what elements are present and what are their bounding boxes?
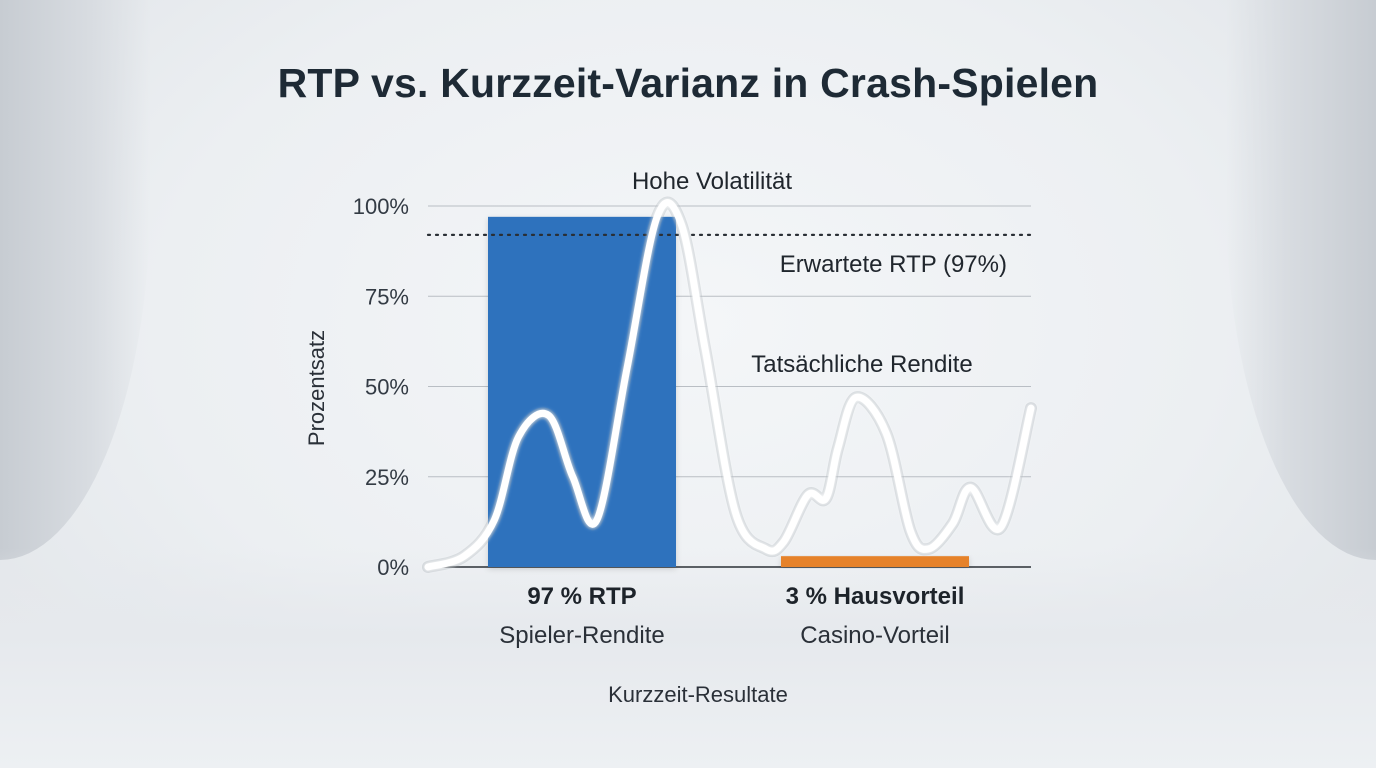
y-tick-label: 50% xyxy=(365,375,409,400)
backdrop-floor xyxy=(0,548,1376,768)
x-axis-title: Kurzzeit-Resultate xyxy=(608,682,788,707)
peak-annotation: Hohe Volatilität xyxy=(632,168,792,195)
y-axis-title: Prozentsatz xyxy=(304,330,329,446)
bar-house-edge xyxy=(781,556,969,567)
category-label: 97 % RTP xyxy=(527,583,636,610)
category-sublabel: Casino-Vorteil xyxy=(800,622,949,649)
y-tick-label: 0% xyxy=(377,555,409,580)
category-sublabel: Spieler-Rendite xyxy=(499,622,664,649)
line-series-label: Tatsächliche Rendite xyxy=(751,351,972,378)
y-tick-label: 25% xyxy=(365,465,409,490)
line-series-group xyxy=(422,196,1037,573)
line-series-actual-return xyxy=(424,199,1035,571)
chart-text: 0% 25% 50% 75% 100% 97 % RTP Spieler-Rendite 3 … xyxy=(304,168,1007,707)
category-label: 3 % Hausvorteil xyxy=(786,583,965,610)
reference-line-label: Erwartete RTP (97%) xyxy=(780,251,1007,278)
y-tick-label: 75% xyxy=(365,284,409,309)
y-tick-label: 100% xyxy=(353,194,409,219)
chart-title: RTP vs. Kurzzeit-Varianz in Crash-Spiele… xyxy=(277,60,1099,106)
